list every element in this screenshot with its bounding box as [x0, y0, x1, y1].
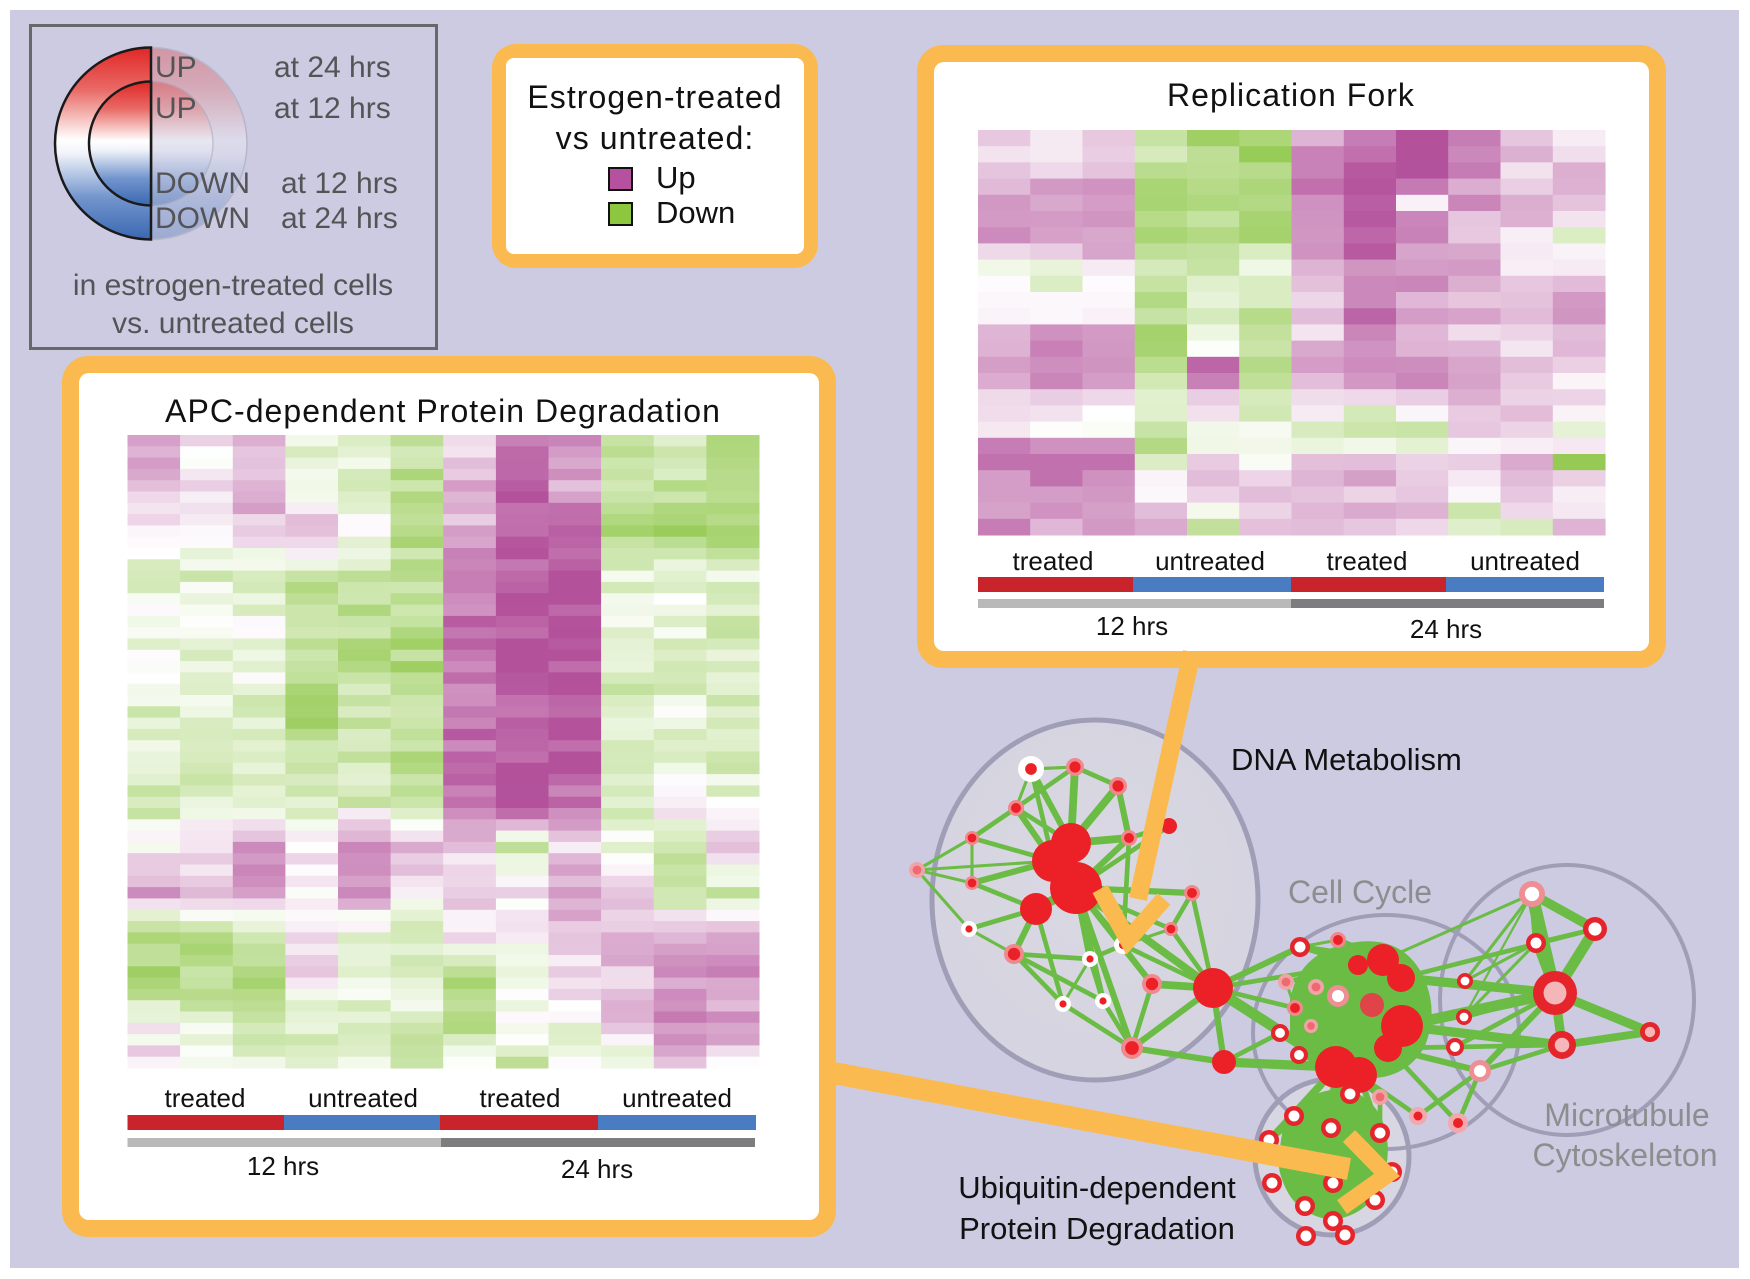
svg-text:at 12 hrs: at 12 hrs	[274, 92, 391, 125]
svg-text:treated: treated	[1327, 546, 1408, 576]
svg-text:untreated: untreated	[1470, 546, 1580, 576]
svg-text:UP: UP	[155, 92, 197, 125]
svg-text:Estrogen-treated: Estrogen-treated	[527, 79, 782, 115]
svg-text:vs. untreated cells: vs. untreated cells	[112, 307, 354, 340]
svg-text:Up: Up	[656, 160, 696, 195]
svg-text:at 24 hrs: at 24 hrs	[274, 51, 391, 84]
svg-text:24 hrs: 24 hrs	[1410, 614, 1482, 644]
svg-text:UP: UP	[155, 51, 197, 84]
svg-text:treated: treated	[480, 1083, 561, 1113]
svg-text:12 hrs: 12 hrs	[247, 1151, 319, 1181]
svg-text:treated: treated	[1013, 546, 1094, 576]
svg-text:Ubiquitin-dependent: Ubiquitin-dependent	[958, 1170, 1236, 1205]
svg-text:untreated: untreated	[308, 1083, 418, 1113]
svg-text:at 24 hrs: at 24 hrs	[281, 202, 398, 235]
svg-text:Microtubule: Microtubule	[1544, 1097, 1709, 1133]
svg-text:DOWN: DOWN	[155, 167, 250, 200]
svg-text:untreated: untreated	[1155, 546, 1265, 576]
svg-text:vs untreated:: vs untreated:	[556, 120, 755, 156]
svg-text:in estrogen-treated cells: in estrogen-treated cells	[73, 269, 393, 302]
svg-text:Cytoskeleton: Cytoskeleton	[1533, 1137, 1718, 1173]
svg-text:untreated: untreated	[622, 1083, 732, 1113]
svg-text:treated: treated	[165, 1083, 246, 1113]
svg-text:APC-dependent Protein Degradat: APC-dependent Protein Degradation	[165, 393, 721, 429]
svg-text:Replication Fork: Replication Fork	[1167, 77, 1415, 113]
svg-text:DOWN: DOWN	[155, 202, 250, 235]
svg-text:Down: Down	[656, 195, 735, 230]
svg-text:at 12 hrs: at 12 hrs	[281, 167, 398, 200]
svg-text:24 hrs: 24 hrs	[561, 1154, 633, 1184]
svg-text:12 hrs: 12 hrs	[1096, 611, 1168, 641]
svg-text:Protein Degradation: Protein Degradation	[959, 1211, 1235, 1246]
svg-text:Cell Cycle: Cell Cycle	[1288, 874, 1432, 910]
svg-text:DNA Metabolism: DNA Metabolism	[1231, 742, 1462, 777]
